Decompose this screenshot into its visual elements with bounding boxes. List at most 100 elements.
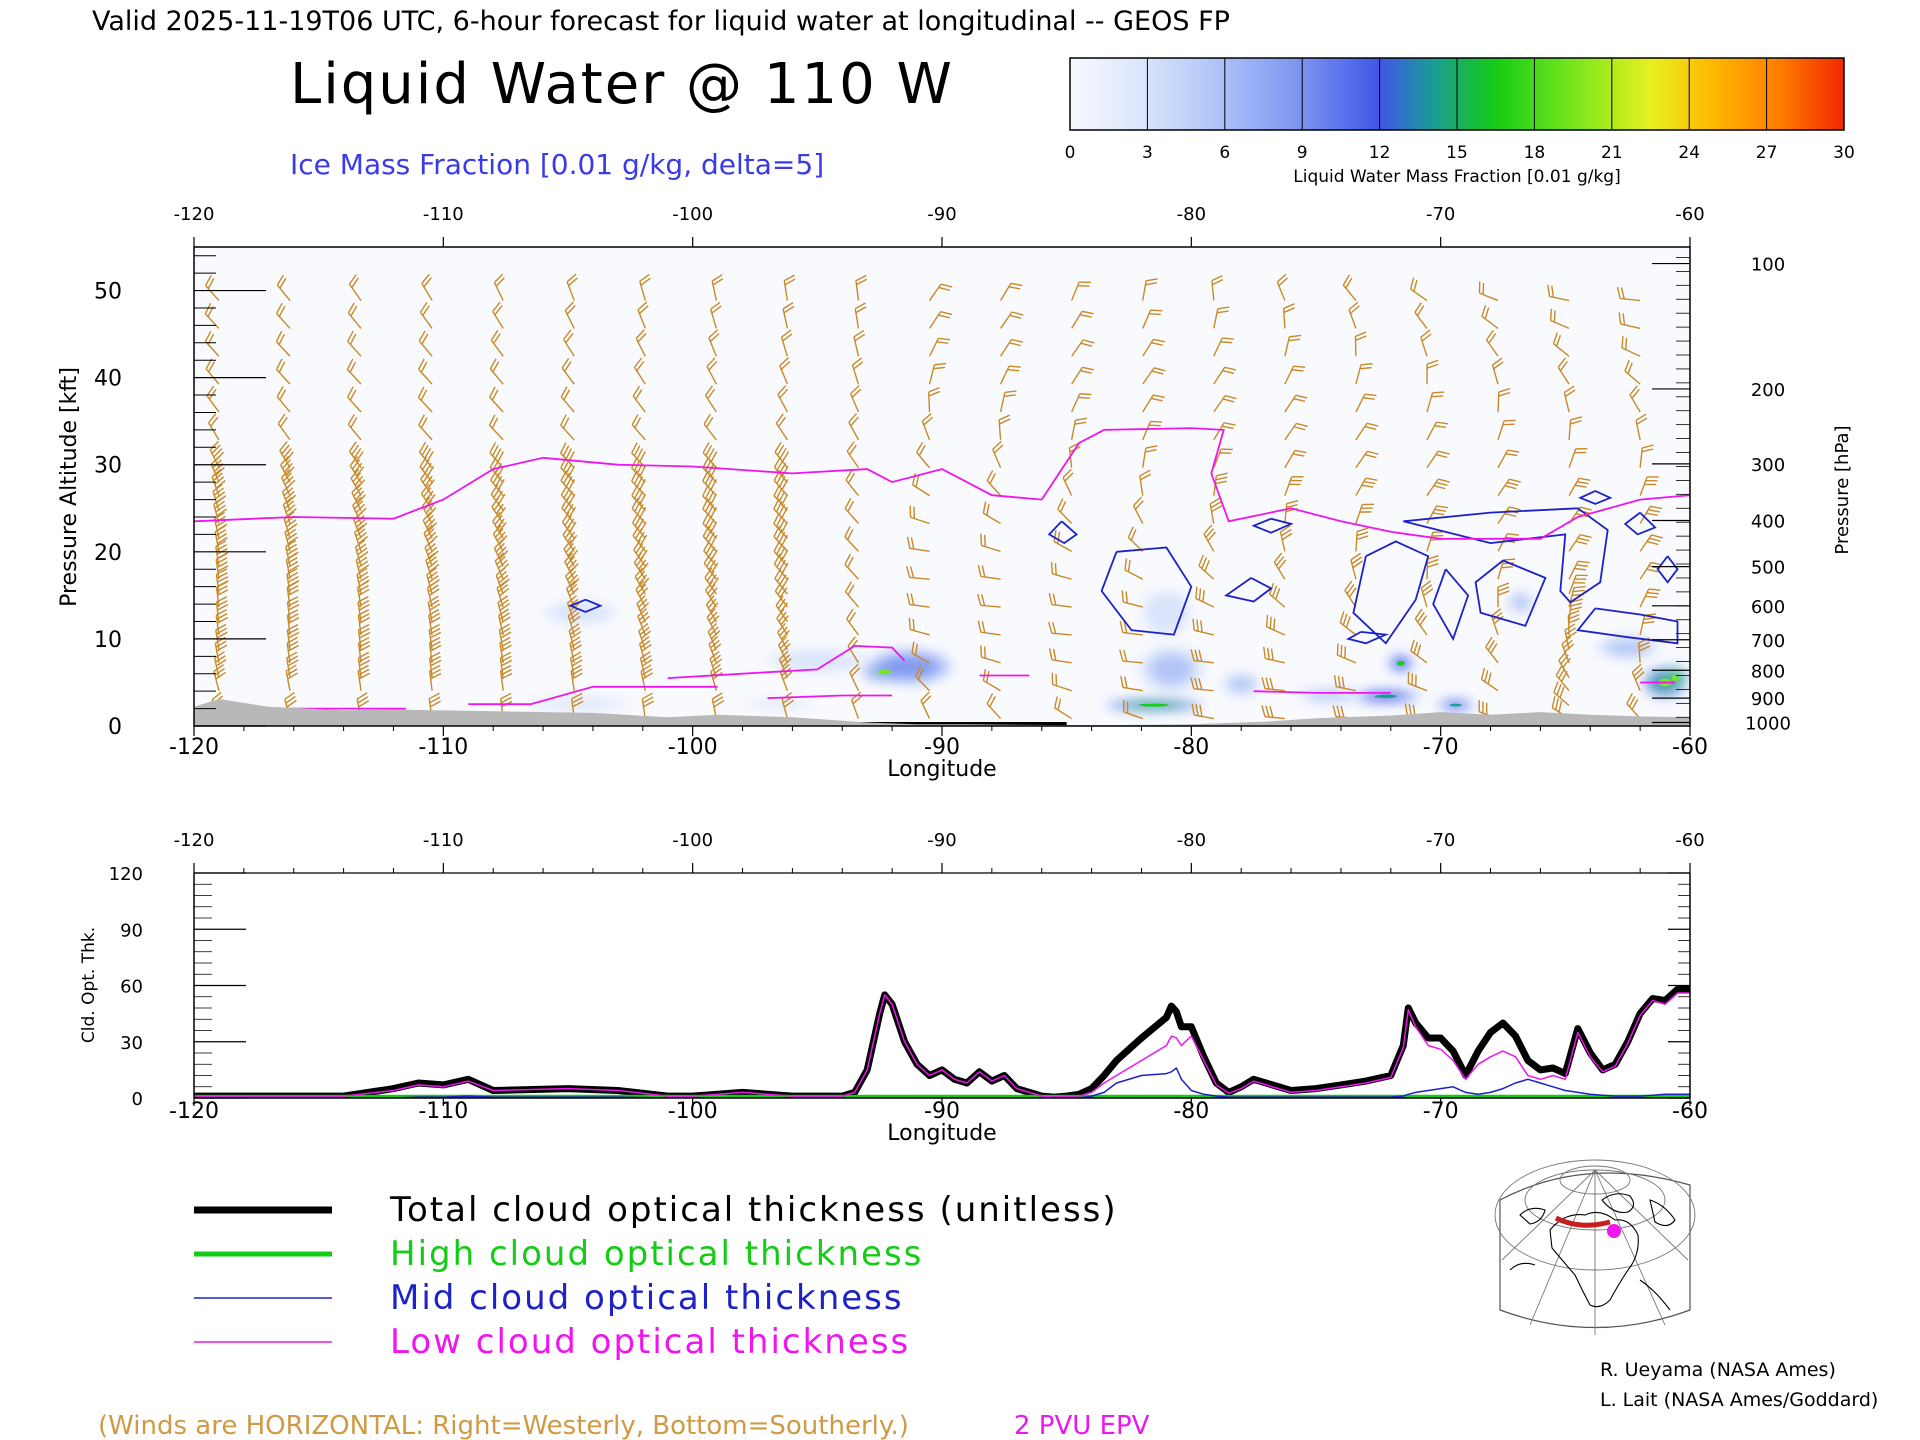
barb-flag: [497, 595, 509, 604]
wind-barb: [493, 273, 505, 301]
barb-flag: [1140, 473, 1152, 481]
x-tick-label-top: -60: [1675, 204, 1704, 225]
barb-flag: [216, 617, 228, 624]
wind-barb: [275, 330, 291, 357]
barb-flag: [1492, 357, 1503, 366]
barb-flag: [1196, 619, 1199, 632]
bottom-x-tick-label-top: -120: [174, 830, 215, 851]
barb-flag: [213, 472, 223, 482]
barb-flag: [1288, 338, 1301, 342]
barb-flag: [1547, 284, 1551, 297]
barb-flag: [494, 305, 503, 316]
barb-flag: [976, 593, 982, 606]
barb-flag: [1194, 649, 1199, 662]
wind-barb: [780, 329, 793, 357]
wind-barb: [914, 665, 931, 692]
barb-flag: [1565, 627, 1577, 635]
wind-barb: [418, 358, 433, 385]
pressure-tick-label: 200: [1751, 380, 1785, 401]
barb-flag: [359, 631, 371, 639]
barb-flag: [278, 305, 286, 317]
barb-flag: [1225, 394, 1237, 400]
barb-flag: [637, 332, 647, 343]
barb-flag: [1648, 509, 1660, 513]
barb-flag: [286, 668, 298, 676]
wind-barb: [418, 414, 433, 441]
barb-flag: [1631, 663, 1642, 673]
barb-flag: [1150, 420, 1163, 423]
barb-flag: [1052, 593, 1057, 606]
credit-line-1: R. Ueyama (NASA Ames): [1600, 1359, 1836, 1381]
barb-flag: [989, 696, 996, 708]
bottom-x-tick-label-top: -90: [927, 830, 956, 851]
barb-flag: [636, 570, 646, 581]
wind-barb: [1618, 312, 1641, 330]
barb-flag: [1419, 615, 1428, 626]
barb-flag: [356, 567, 368, 576]
wind-barb: [489, 386, 504, 413]
barb-flag: [638, 622, 649, 632]
barb-flag: [844, 525, 851, 538]
wind-barb: [1497, 449, 1520, 469]
wind-barb: [212, 483, 227, 511]
barb-flag: [977, 620, 982, 633]
barb-flag: [1497, 590, 1510, 596]
liquid-water-field: [531, 590, 1687, 711]
barb-flag: [1269, 705, 1274, 718]
wind-barb: [277, 413, 291, 441]
barb-flag: [1579, 534, 1592, 539]
barb-flag: [1077, 285, 1090, 287]
ice-contour: [1352, 540, 1430, 645]
barb-flag: [778, 518, 786, 530]
barb-flag: [636, 448, 644, 460]
barb-flag: [777, 623, 786, 633]
barb-flag: [214, 491, 226, 500]
barb-flag: [1281, 528, 1292, 537]
wind-barb: [1000, 311, 1024, 329]
bottom-x-tick-label: -60: [1672, 1099, 1708, 1124]
barb-flag: [1365, 477, 1378, 481]
barb-flag: [1265, 705, 1270, 718]
barb-flag: [276, 274, 285, 286]
barb-flag: [572, 672, 583, 680]
y-tick-label: 50: [94, 280, 122, 305]
barb-flag: [1618, 312, 1622, 325]
barb-flag: [359, 659, 371, 667]
barb-flag: [710, 301, 721, 310]
barb-flag: [1417, 611, 1425, 623]
wind-barb: [1273, 552, 1287, 580]
barb-flag: [282, 496, 293, 506]
cross-section-panel: -120 -110 -100 -90 -80 -70 -60 -120 -110 -100 -90 -…: [57, 204, 1853, 782]
barb-flag: [702, 442, 710, 454]
pv-low-segment: [767, 694, 893, 699]
barb-flag: [428, 599, 440, 607]
barb-flag: [639, 305, 649, 315]
barb-flag: [1212, 278, 1224, 286]
barb-flag: [561, 357, 570, 369]
barb-flag: [641, 655, 652, 663]
barb-flag: [1290, 479, 1303, 482]
barb-flag: [1151, 342, 1163, 346]
wind-barb: [632, 385, 646, 413]
barb-flag: [562, 445, 570, 457]
barb-flag: [707, 388, 716, 400]
barb-flag: [501, 672, 513, 680]
barb-flag: [428, 522, 438, 532]
barb-flag: [205, 274, 212, 286]
barb-flag: [1293, 397, 1306, 403]
barb-flag: [1153, 394, 1165, 399]
barb-flag: [640, 639, 651, 649]
wind-barb: [1139, 469, 1152, 496]
barb-flag: [643, 700, 655, 708]
wind-barb: [276, 302, 291, 329]
barb-flag: [777, 385, 787, 395]
barb-flag: [709, 602, 719, 612]
barb-flag: [286, 494, 297, 504]
barb-flag: [850, 416, 859, 427]
wind-barb: [853, 329, 866, 357]
barb-flag: [279, 389, 287, 401]
map-section-line: [1554, 1215, 1611, 1228]
barb-flag: [1221, 448, 1233, 451]
barb-flag: [710, 654, 721, 664]
barb-flag: [1195, 586, 1198, 599]
